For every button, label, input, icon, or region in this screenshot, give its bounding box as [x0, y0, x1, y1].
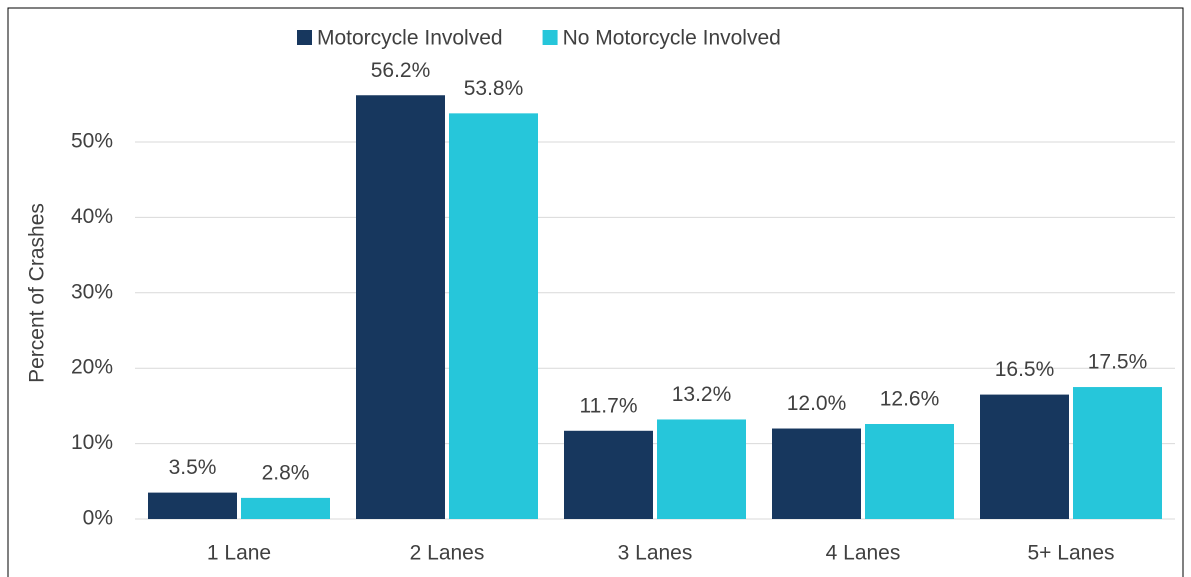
value-label: 11.7%: [580, 394, 638, 417]
x-tick-label: 1 Lane: [207, 542, 271, 565]
bar: [148, 492, 237, 519]
y-tick-label: 50%: [71, 130, 113, 153]
value-label: 2.8%: [262, 461, 310, 484]
bar: [241, 497, 330, 519]
value-label: 17.5%: [1088, 351, 1148, 374]
legend-swatch: [542, 30, 558, 45]
bar: [865, 423, 954, 519]
bar: [772, 428, 861, 519]
x-tick-label: 2 Lanes: [410, 542, 485, 565]
bar: [356, 95, 445, 519]
value-label: 12.0%: [787, 392, 847, 415]
y-tick-label: 20%: [71, 356, 113, 379]
value-label: 3.5%: [169, 456, 217, 479]
bar: [657, 419, 746, 519]
frame: [7, 7, 1184, 577]
x-tick-label: 3 Lanes: [618, 542, 693, 565]
legend-swatch: [297, 30, 312, 45]
y-tick-label: 0%: [83, 507, 113, 530]
y-tick-label: 30%: [71, 280, 113, 303]
x-tick-label: 4 Lanes: [826, 542, 901, 565]
y-tick-label: 40%: [71, 205, 113, 228]
legend-label: Motorcycle Involved: [317, 27, 503, 50]
bar: [1073, 387, 1162, 519]
y-tick-label: 10%: [71, 431, 113, 454]
value-label: 12.6%: [880, 388, 940, 411]
value-label: 13.2%: [672, 383, 732, 406]
value-label: 16.5%: [995, 358, 1055, 381]
value-label: 53.8%: [464, 77, 524, 100]
bar: [564, 430, 653, 519]
y-axis-title: Percent of Crashes: [26, 203, 49, 383]
x-tick-label: 5+ Lanes: [1028, 542, 1115, 565]
bar: [449, 113, 538, 520]
legend-label: No Motorcycle Involved: [563, 27, 781, 50]
bar: [980, 394, 1069, 519]
value-label: 56.2%: [371, 59, 431, 82]
